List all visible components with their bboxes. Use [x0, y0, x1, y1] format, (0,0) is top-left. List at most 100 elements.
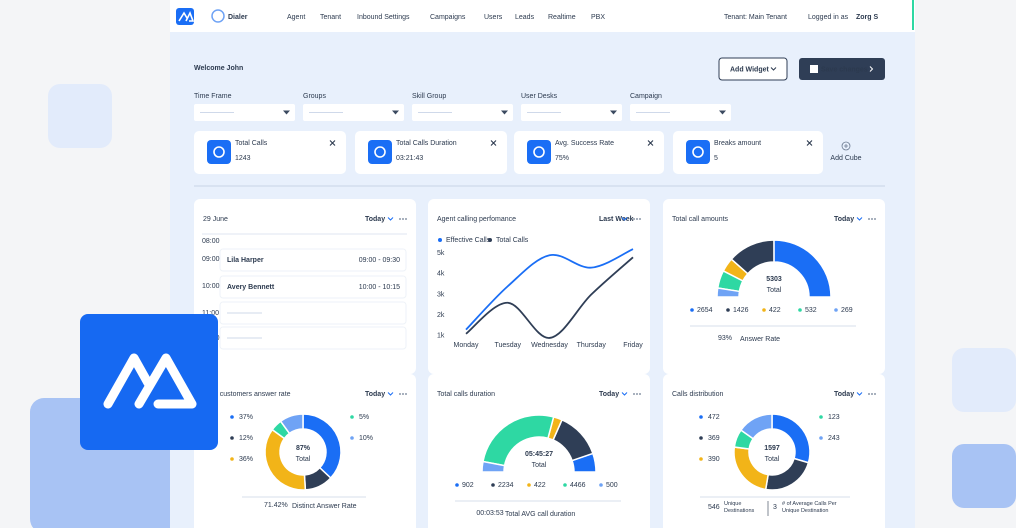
- nav-item[interactable]: Users: [484, 14, 503, 21]
- legend-value: 532: [805, 307, 817, 314]
- cube-icon-glyph: [533, 146, 545, 158]
- stat-value: 3: [773, 504, 777, 511]
- filter-dropdown[interactable]: [630, 104, 731, 121]
- filter-dropdown[interactable]: [194, 104, 295, 121]
- nav-item[interactable]: Realtime: [548, 14, 576, 21]
- event-name: Avery Bennett: [227, 284, 275, 291]
- stat-label-box: Unique Destinations: [724, 501, 755, 514]
- filter-dropdown[interactable]: [303, 104, 404, 121]
- footer-label: Answer Rate: [740, 336, 780, 343]
- cube-icon-glyph: [213, 146, 225, 158]
- period-select[interactable]: Last Week: [599, 216, 634, 223]
- cube-close[interactable]: [329, 140, 336, 146]
- period-select[interactable]: Today: [834, 391, 854, 398]
- y-tick-label: 1k: [437, 333, 445, 340]
- menu-dot: [399, 218, 401, 220]
- cube-icon: [207, 140, 231, 164]
- legend-value: 2234: [498, 482, 514, 489]
- cube-value: 1243: [235, 155, 251, 162]
- chevron: [856, 217, 863, 221]
- widget-card: [663, 374, 885, 528]
- widget-title: Total customers answer rate: [203, 391, 291, 398]
- stat-label: Unique Destinations: [724, 501, 755, 514]
- legend-dot: [798, 308, 802, 312]
- donut-total-label: Total: [765, 456, 780, 463]
- legend-dot: [350, 436, 354, 440]
- filter-dropdown[interactable]: [412, 104, 513, 121]
- donut-segment: [739, 413, 773, 440]
- cube-value: 03:21:43: [396, 155, 423, 162]
- line-series: [465, 248, 634, 331]
- legend-value: 500: [606, 482, 618, 489]
- chevron: [387, 392, 394, 396]
- time-label: 09:00: [202, 256, 220, 263]
- brand-name: Dialer: [228, 14, 248, 21]
- legend-dot: [563, 483, 567, 487]
- period-select[interactable]: Today: [834, 216, 854, 223]
- save-button[interactable]: [799, 58, 885, 80]
- cube-card: [514, 131, 664, 174]
- nav-item[interactable]: Leads: [515, 14, 535, 21]
- y-tick-label: 5k: [437, 250, 445, 257]
- cube-label: Avg. Success Rate: [555, 140, 614, 147]
- event-card[interactable]: [219, 326, 407, 350]
- legend-value: 1426: [733, 307, 749, 314]
- donut-total: 1597: [764, 445, 780, 452]
- event-time: 09:00 - 09:30: [359, 257, 400, 264]
- event-card[interactable]: [219, 275, 407, 299]
- footer-value: 93%: [718, 335, 732, 342]
- legend-value: 472: [708, 414, 720, 421]
- filter-caret: [283, 110, 290, 115]
- nav-item[interactable]: Campaigns: [430, 14, 466, 21]
- filter-caret: [610, 110, 617, 115]
- line-series: [465, 256, 634, 339]
- cube-card: [194, 131, 346, 174]
- gauge-total: 5303: [766, 276, 782, 283]
- gauge-total: 05:45:27: [525, 451, 553, 458]
- period-select[interactable]: Today: [365, 216, 385, 223]
- menu-dot: [636, 218, 638, 220]
- chevron: [621, 392, 628, 396]
- nav-bar: [170, 0, 915, 32]
- footer-value: 71.42%: [264, 502, 288, 509]
- cube-value: 75%: [555, 155, 569, 162]
- legend-dot: [819, 436, 823, 440]
- save-icon: [810, 65, 818, 73]
- cube-icon-glyph: [692, 146, 704, 158]
- y-tick-label: 2k: [437, 312, 445, 319]
- legend-value: 2654: [697, 307, 713, 314]
- filter-caret: [392, 110, 399, 115]
- filter-label: Groups: [303, 93, 326, 100]
- add-cube-label: Add Cube: [830, 155, 861, 162]
- nav-item[interactable]: Tenant: [320, 14, 341, 21]
- widget-card: [428, 374, 650, 528]
- nav-item[interactable]: Inbound Settings: [357, 14, 410, 21]
- footer-label: Total AVG call duration: [505, 511, 575, 518]
- cube-close[interactable]: [490, 140, 497, 146]
- legend-value: 36%: [239, 456, 253, 463]
- event-card[interactable]: [219, 248, 407, 272]
- legend-value: 369: [708, 435, 720, 442]
- nav-item[interactable]: Agent: [287, 14, 305, 21]
- add-widget-button[interactable]: [718, 57, 788, 81]
- filter-dropdown[interactable]: [521, 104, 622, 121]
- cube-close[interactable]: [647, 140, 654, 146]
- widget-title: 29 June: [203, 216, 228, 223]
- legend-dot: [491, 483, 495, 487]
- widget-card: [194, 374, 416, 528]
- legend-label: Effective Calls: [446, 237, 491, 244]
- nav-item[interactable]: PBX: [591, 14, 605, 21]
- menu-dot: [874, 218, 876, 220]
- nav-logo-mark: [178, 11, 195, 22]
- event-card[interactable]: [219, 301, 407, 325]
- period-select[interactable]: Today: [365, 391, 385, 398]
- period-select[interactable]: Today: [599, 391, 619, 398]
- add-cube-icon[interactable]: [841, 141, 851, 151]
- donut-total: 87%: [296, 445, 311, 452]
- chevron: [621, 217, 628, 221]
- time-label: 08:00: [202, 238, 220, 245]
- legend-dot: [230, 415, 234, 419]
- menu-dot: [399, 393, 401, 395]
- cube-icon-glyph: [374, 146, 386, 158]
- cube-close[interactable]: [806, 140, 813, 146]
